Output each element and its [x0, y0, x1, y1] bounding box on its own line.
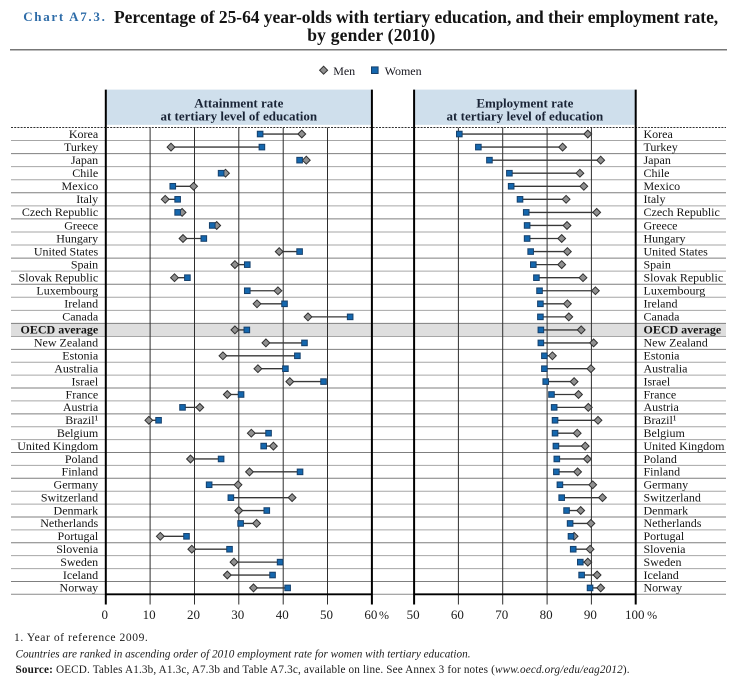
svg-text:Hungary: Hungary [644, 231, 686, 245]
svg-text:Slovenia: Slovenia [56, 542, 99, 556]
svg-text:Japan: Japan [644, 153, 671, 167]
svg-text:Czech Republic: Czech Republic [22, 205, 98, 219]
svg-text:Mexico: Mexico [62, 179, 99, 193]
svg-text:Estonia: Estonia [62, 349, 99, 363]
svg-text:Greece: Greece [64, 218, 98, 232]
svg-text:Brazil¹: Brazil¹ [65, 413, 98, 427]
svg-text:Australia: Australia [644, 362, 689, 376]
svg-text:Sweden: Sweden [644, 555, 682, 569]
svg-text:Mexico: Mexico [644, 179, 681, 193]
svg-text:Czech Republic: Czech Republic [644, 205, 720, 219]
svg-text:70: 70 [495, 607, 508, 622]
svg-text:Spain: Spain [644, 257, 671, 271]
svg-text:Italy: Italy [644, 192, 666, 206]
svg-text:%: % [647, 608, 657, 622]
svg-text:Slovak Republic: Slovak Republic [644, 271, 724, 285]
svg-text:40: 40 [276, 607, 289, 622]
svg-text:Belgium: Belgium [57, 426, 99, 440]
svg-text:United Kingdom: United Kingdom [644, 439, 726, 453]
svg-text:80: 80 [540, 607, 553, 622]
svg-text:Finland: Finland [644, 465, 681, 479]
svg-text:50: 50 [407, 607, 420, 622]
svg-text:60: 60 [451, 607, 464, 622]
svg-text:Finland: Finland [62, 465, 99, 479]
svg-text:Estonia: Estonia [644, 349, 681, 363]
svg-text:Chile: Chile [644, 166, 670, 180]
svg-text:Iceland: Iceland [644, 568, 679, 582]
svg-text:Attainment rate: Attainment rate [194, 95, 283, 110]
svg-text:Switzerland: Switzerland [644, 490, 701, 504]
svg-text:Chile: Chile [72, 166, 98, 180]
svg-text:at tertiary level of education: at tertiary level of education [160, 109, 317, 124]
svg-text:Canada: Canada [62, 310, 99, 324]
svg-text:France: France [644, 387, 677, 401]
svg-text:100: 100 [625, 607, 645, 622]
svg-text:Spain: Spain [71, 257, 98, 271]
svg-text:20: 20 [187, 607, 200, 622]
svg-text:Luxembourg: Luxembourg [644, 284, 706, 298]
svg-text:Italy: Italy [76, 192, 98, 206]
svg-text:Israel: Israel [72, 374, 99, 388]
svg-text:Korea: Korea [69, 127, 99, 141]
svg-text:Poland: Poland [65, 452, 98, 466]
svg-text:OECD average: OECD average [21, 323, 99, 337]
svg-text:Countries are ranked in ascend: Countries are ranked in ascending order … [16, 649, 471, 661]
svg-text:Denmark: Denmark [54, 503, 99, 517]
svg-text:%: % [379, 608, 389, 622]
svg-text:Slovenia: Slovenia [644, 542, 687, 556]
svg-text:by gender (2010): by gender (2010) [307, 25, 435, 45]
svg-text:Norway: Norway [60, 581, 99, 595]
svg-text:Hungary: Hungary [56, 231, 98, 245]
svg-text:Netherlands: Netherlands [40, 516, 98, 530]
svg-text:OECD average: OECD average [644, 323, 722, 337]
svg-text:Chart A7.3.: Chart A7.3. [23, 9, 106, 24]
svg-text:Luxembourg: Luxembourg [36, 284, 98, 298]
svg-text:Slovak Republic: Slovak Republic [19, 271, 99, 285]
svg-text:1. Year of reference 2009.: 1. Year of reference 2009. [14, 631, 148, 644]
svg-text:Ireland: Ireland [644, 297, 678, 311]
svg-text:Poland: Poland [644, 452, 677, 466]
svg-text:10: 10 [143, 607, 156, 622]
svg-text:Netherlands: Netherlands [644, 516, 702, 530]
svg-text:Women: Women [385, 64, 422, 78]
svg-text:Source: OECD. Tables A1.3b, A1: Source: OECD. Tables A1.3b, A1.3c, A7.3b… [16, 664, 630, 676]
svg-text:France: France [66, 387, 99, 401]
svg-text:Turkey: Turkey [644, 140, 678, 154]
svg-text:at tertiary level of education: at tertiary level of education [447, 109, 604, 124]
svg-text:Germany: Germany [644, 478, 689, 492]
svg-text:Germany: Germany [54, 478, 99, 492]
svg-text:United Kingdom: United Kingdom [17, 439, 99, 453]
svg-text:50: 50 [320, 607, 333, 622]
svg-text:Men: Men [333, 64, 355, 78]
svg-text:Sweden: Sweden [60, 555, 98, 569]
svg-text:0: 0 [102, 607, 109, 622]
svg-text:Portugal: Portugal [58, 529, 99, 543]
svg-text:90: 90 [584, 607, 597, 622]
svg-text:New Zealand: New Zealand [644, 336, 708, 350]
svg-text:Canada: Canada [644, 310, 681, 324]
svg-text:Iceland: Iceland [63, 568, 98, 582]
svg-text:Belgium: Belgium [644, 426, 686, 440]
svg-text:30: 30 [231, 607, 244, 622]
svg-text:Austria: Austria [644, 400, 680, 414]
svg-text:Korea: Korea [644, 127, 674, 141]
svg-text:Switzerland: Switzerland [41, 490, 98, 504]
svg-text:Denmark: Denmark [644, 503, 689, 517]
svg-text:60: 60 [364, 607, 377, 622]
svg-text:United States: United States [644, 244, 709, 258]
svg-text:Greece: Greece [644, 218, 678, 232]
svg-text:Israel: Israel [644, 374, 671, 388]
svg-text:Austria: Austria [63, 400, 99, 414]
svg-text:Turkey: Turkey [64, 140, 98, 154]
svg-text:New Zealand: New Zealand [34, 336, 98, 350]
svg-text:Employment rate: Employment rate [476, 95, 573, 110]
svg-text:Australia: Australia [54, 362, 99, 376]
svg-text:Japan: Japan [71, 153, 98, 167]
svg-text:Ireland: Ireland [64, 297, 98, 311]
svg-text:Brazil¹: Brazil¹ [644, 413, 677, 427]
svg-text:Portugal: Portugal [644, 529, 685, 543]
svg-text:Norway: Norway [644, 581, 683, 595]
svg-text:Percentage of 25-64 year-olds: Percentage of 25-64 year-olds with terti… [114, 7, 718, 27]
svg-text:United States: United States [34, 244, 99, 258]
